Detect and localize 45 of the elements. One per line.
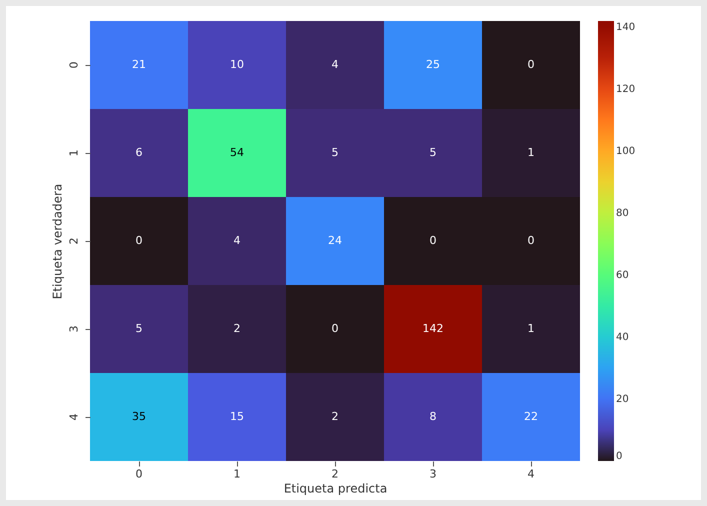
data-label: 5 — [430, 146, 436, 159]
data-label: 25 — [426, 58, 440, 71]
data-label: 2 — [234, 322, 240, 335]
color-bar-label: 140 — [616, 22, 636, 34]
data-label: 1 — [528, 322, 534, 335]
data-label: 10 — [230, 58, 244, 71]
x-tick-label: 3 — [430, 468, 436, 480]
x-tick-label: 2 — [332, 468, 338, 480]
data-label: 22 — [524, 410, 538, 423]
data-label: 35 — [132, 410, 146, 423]
data-label: 0 — [136, 234, 142, 247]
data-label: 24 — [328, 234, 342, 247]
data-label: 0 — [332, 322, 338, 335]
color-bar-label: 60 — [616, 270, 629, 282]
data-label: 0 — [528, 234, 534, 247]
y-tick-label: 4 — [68, 414, 80, 420]
color-bar-label: 120 — [616, 84, 636, 96]
data-label: 5 — [136, 322, 142, 335]
x-tick-label: 0 — [136, 468, 142, 480]
data-label: 6 — [136, 146, 142, 159]
color-bar-label: 40 — [616, 332, 629, 344]
data-label: 0 — [528, 58, 534, 71]
color-bar-label: 80 — [616, 208, 629, 220]
data-label: 4 — [332, 58, 338, 71]
color-bar-label: 0 — [616, 451, 622, 462]
data-label: 21 — [132, 58, 146, 71]
data-label: 8 — [430, 410, 436, 423]
color-bar-label: 100 — [616, 146, 636, 158]
x-tick-label: 1 — [234, 468, 240, 480]
y-tick-label: 3 — [68, 326, 80, 332]
x-tick-label: 4 — [528, 468, 534, 480]
data-label: 0 — [430, 234, 436, 247]
color-bar-label: 20 — [616, 394, 629, 406]
data-label: 2 — [332, 410, 338, 423]
data-label: 4 — [234, 234, 240, 247]
y-axis-title: Etiqueta verdadera — [50, 184, 64, 300]
data-label: 142 — [422, 322, 444, 335]
data-label: 5 — [332, 146, 338, 159]
x-axis-title: Etiqueta predicta — [284, 482, 388, 496]
data-label: 15 — [230, 410, 244, 423]
y-tick-label: 2 — [68, 238, 80, 244]
data-label: 54 — [230, 146, 244, 159]
data-label: 1 — [528, 146, 534, 159]
y-tick-label: 0 — [68, 62, 80, 68]
y-tick-label: 1 — [68, 150, 80, 156]
